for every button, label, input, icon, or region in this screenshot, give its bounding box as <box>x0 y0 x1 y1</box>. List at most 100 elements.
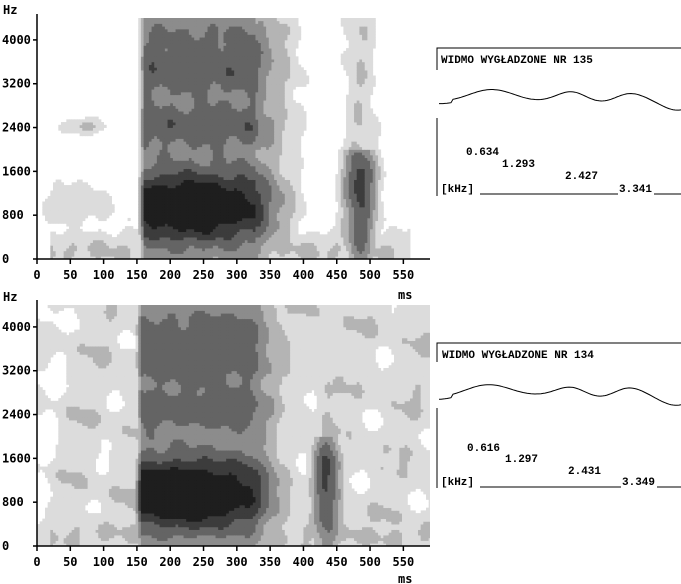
spectrogram-cell <box>66 204 70 208</box>
spectrogram-cell <box>239 48 243 52</box>
spectrogram-cell <box>242 253 246 257</box>
spectrogram-cell <box>186 45 190 49</box>
spectrogram-cell <box>242 242 246 246</box>
spectrogram-cell <box>167 89 171 93</box>
spectrogram-cell <box>183 102 187 107</box>
spectrogram-cell <box>260 42 264 46</box>
spectrogram-cell <box>250 23 254 27</box>
spectrogram-cell <box>50 215 54 219</box>
spectrogram-cell <box>199 45 203 49</box>
spectrogram-cell <box>74 220 78 224</box>
spectrogram-cell <box>156 223 160 227</box>
spectrogram-cell <box>154 149 158 153</box>
spectrogram-cell <box>164 127 168 131</box>
spectrogram-cell <box>194 146 198 150</box>
spectrogram-cell <box>138 102 142 107</box>
spectrogram-cell <box>95 215 99 219</box>
spectrogram-cell <box>220 23 224 27</box>
spectrogram-cell <box>138 206 142 211</box>
spectrogram-cell <box>167 231 171 235</box>
spectrogram-cell <box>263 256 267 259</box>
spectrogram-cell <box>236 86 240 90</box>
spectrogram-cell <box>188 215 192 219</box>
spectrogram-cell <box>170 182 174 186</box>
spectrogram-cell <box>242 64 246 68</box>
spectrogram-cell <box>218 61 222 65</box>
spectrogram-cell <box>236 48 240 52</box>
spectrogram-cell <box>260 91 264 96</box>
spectrogram-cell <box>199 179 203 183</box>
spectrogram-cell <box>103 196 107 200</box>
spectrogram-cell <box>156 72 160 76</box>
spectrogram-cell <box>63 217 67 222</box>
spectrogram-cell <box>63 130 67 134</box>
spectrogram-cell <box>186 53 190 57</box>
spectrogram-cell <box>167 157 171 161</box>
spectrogram-cell <box>66 231 70 235</box>
spectrogram-cell <box>210 220 214 224</box>
spectrogram-cell <box>151 124 155 128</box>
spectrogram-cell <box>252 135 256 139</box>
spectrogram-cell <box>215 187 219 191</box>
spectrogram-cell <box>194 56 198 60</box>
spectrogram-cell <box>76 226 81 230</box>
spectrogram-cell <box>170 231 174 235</box>
spectrogram-cell <box>239 143 243 148</box>
spectrogram-cell <box>186 152 190 156</box>
spectrogram-cell <box>148 94 152 98</box>
spectrogram-cell <box>212 133 216 137</box>
spectrogram-cell <box>170 34 174 38</box>
spectrogram-cell <box>196 61 200 65</box>
spectrogram-cell <box>154 113 158 117</box>
spectrogram-cell <box>138 187 142 191</box>
spectrogram-cell <box>239 242 243 246</box>
spectrogram-cell <box>231 116 235 120</box>
spectrogram-cell <box>255 75 259 79</box>
spectrogram-cell <box>258 31 262 35</box>
spectrogram-cell <box>204 100 208 104</box>
spectrogram-cell <box>140 143 144 148</box>
spectrogram-cell <box>218 50 222 54</box>
spectrogram-cell <box>188 97 192 101</box>
spectrogram-cell <box>90 193 94 197</box>
spectrogram-cell <box>215 245 219 249</box>
spectrogram-cell <box>236 171 240 175</box>
spectrogram-cell <box>178 206 182 211</box>
spectrogram-cell <box>244 70 248 74</box>
spectrogram-cell <box>236 237 240 241</box>
spectrogram-cell <box>226 100 230 104</box>
spectrogram-cell <box>194 111 198 115</box>
spectrogram-cell <box>103 206 107 211</box>
spectrogram-cell <box>162 64 166 68</box>
spectrogram-cell <box>223 18 227 22</box>
spectrogram-cell <box>164 201 168 205</box>
spectrogram-cell <box>242 212 246 216</box>
spectrogram-cell <box>156 105 160 109</box>
spectrogram-cell <box>212 242 216 246</box>
spectrogram-cell <box>172 28 176 33</box>
spectrogram-cell <box>263 34 267 38</box>
spectrogram-cell <box>260 185 264 189</box>
spectrogram-cell <box>143 138 147 142</box>
spectrogram-cell <box>191 212 195 216</box>
spectrogram-cell <box>207 163 211 167</box>
spectrogram-cell <box>252 20 256 24</box>
spectrogram-cell <box>146 31 150 35</box>
spectrogram-cell <box>180 193 184 197</box>
spectrogram-cell <box>204 37 208 41</box>
spectrogram-cell <box>148 39 152 44</box>
spectrogram-cell <box>167 72 171 76</box>
spectrogram-cell <box>159 45 163 49</box>
spectrogram-cell <box>226 20 230 24</box>
spectrogram-cell <box>156 108 160 112</box>
spectrogram-cell <box>167 116 171 120</box>
spectrogram-cell <box>164 116 168 120</box>
spectrogram-cell <box>156 163 160 167</box>
spectrogram-cell <box>255 31 259 35</box>
spectrogram-cell <box>164 234 168 238</box>
spectrogram-cell <box>202 53 206 57</box>
spectrogram-cell <box>242 138 246 142</box>
spectrogram-cell <box>76 206 81 211</box>
spectrogram-cell <box>204 34 208 38</box>
spectrogram-cell <box>172 193 176 197</box>
